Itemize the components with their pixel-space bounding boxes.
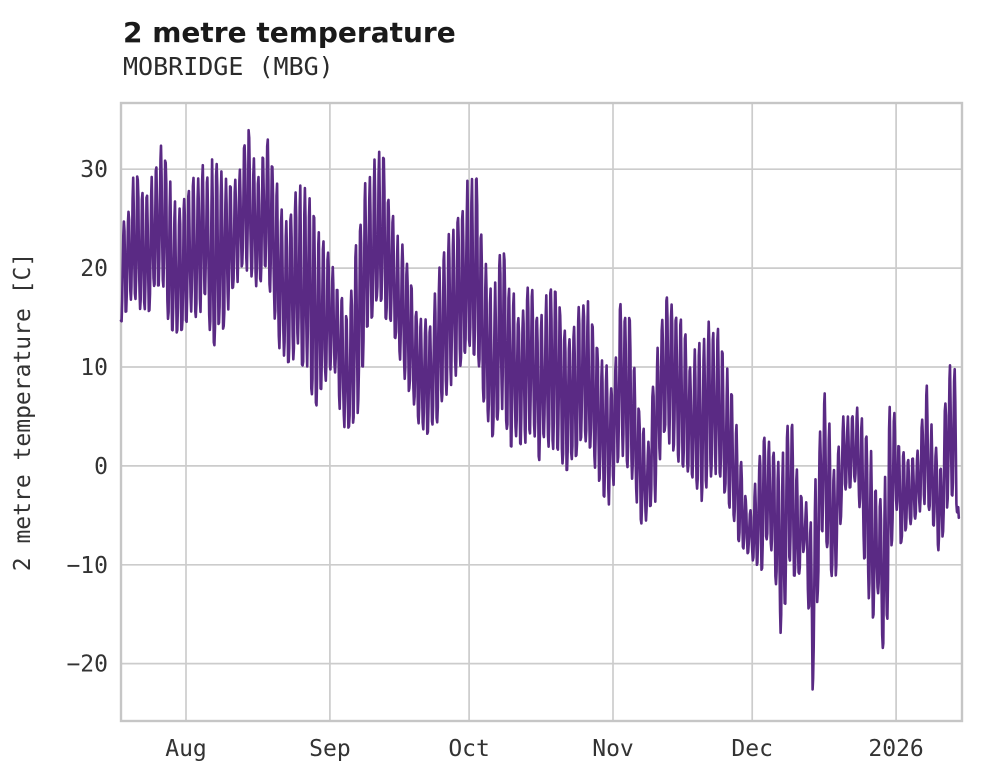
x-tick-label: 2026 bbox=[868, 736, 923, 762]
y-tick-label: 30 bbox=[80, 157, 108, 183]
y-axis-label: 2 metre temperature [C] bbox=[10, 253, 36, 572]
x-tick-label: Dec bbox=[731, 736, 773, 762]
y-axis-tick-labels: 30 20 10 0 −10 −20 bbox=[66, 157, 108, 677]
y-tick-label: −20 bbox=[66, 652, 108, 678]
temperature-series-line bbox=[119, 128, 961, 691]
x-tick-label: Oct bbox=[448, 736, 490, 762]
y-tick-label: 20 bbox=[80, 256, 108, 282]
x-axis-tick-labels: Aug Sep Oct Nov Dec 2026 bbox=[165, 736, 924, 762]
chart-title: 2 metre temperature bbox=[123, 16, 456, 49]
x-tick-label: Aug bbox=[165, 736, 207, 762]
x-tick-label: Sep bbox=[309, 736, 351, 762]
y-tick-label: 0 bbox=[94, 454, 108, 480]
y-tick-label: −10 bbox=[66, 553, 108, 579]
x-tick-label: Nov bbox=[592, 736, 634, 762]
chart-subtitle: MOBRIDGE (MBG) bbox=[123, 52, 334, 81]
plot-frame bbox=[119, 101, 964, 723]
y-tick-label: 10 bbox=[80, 355, 108, 381]
